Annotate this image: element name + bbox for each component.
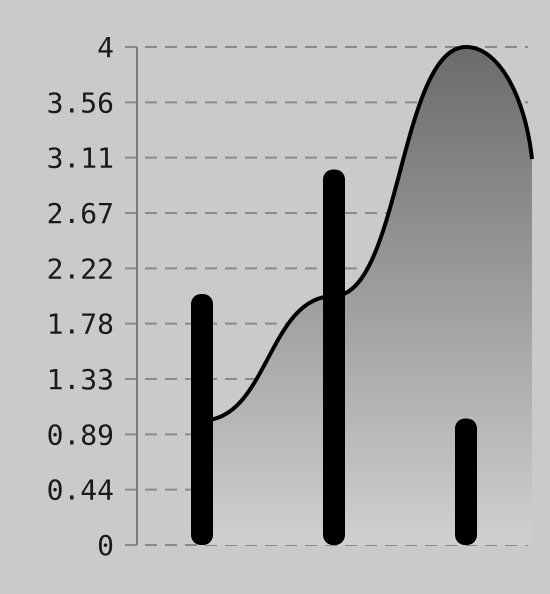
area-fill [202,47,532,545]
y-tick-label: 3.11 [47,142,114,175]
area-line [201,44,534,423]
y-axis: 0 0.44 0.89 1.33 1.78 2.22 2.67 3.11 3.56 4 [47,31,138,562]
y-tick-label: 0 [97,529,114,562]
y-tick-label: 0.44 [47,474,114,507]
bar [455,418,477,545]
bar-series [191,169,477,545]
y-tick-label: 4 [97,31,114,64]
y-tick-label: 1.33 [47,363,114,396]
y-tick-label: 3.56 [47,86,114,119]
y-tick-label: 0.89 [47,418,114,451]
bar [191,294,213,545]
y-tick-label: 1.78 [47,308,114,341]
bar [323,169,345,545]
y-tick-label: 2.67 [47,197,114,230]
y-tick-label: 2.22 [47,252,114,285]
area-series [201,44,534,545]
